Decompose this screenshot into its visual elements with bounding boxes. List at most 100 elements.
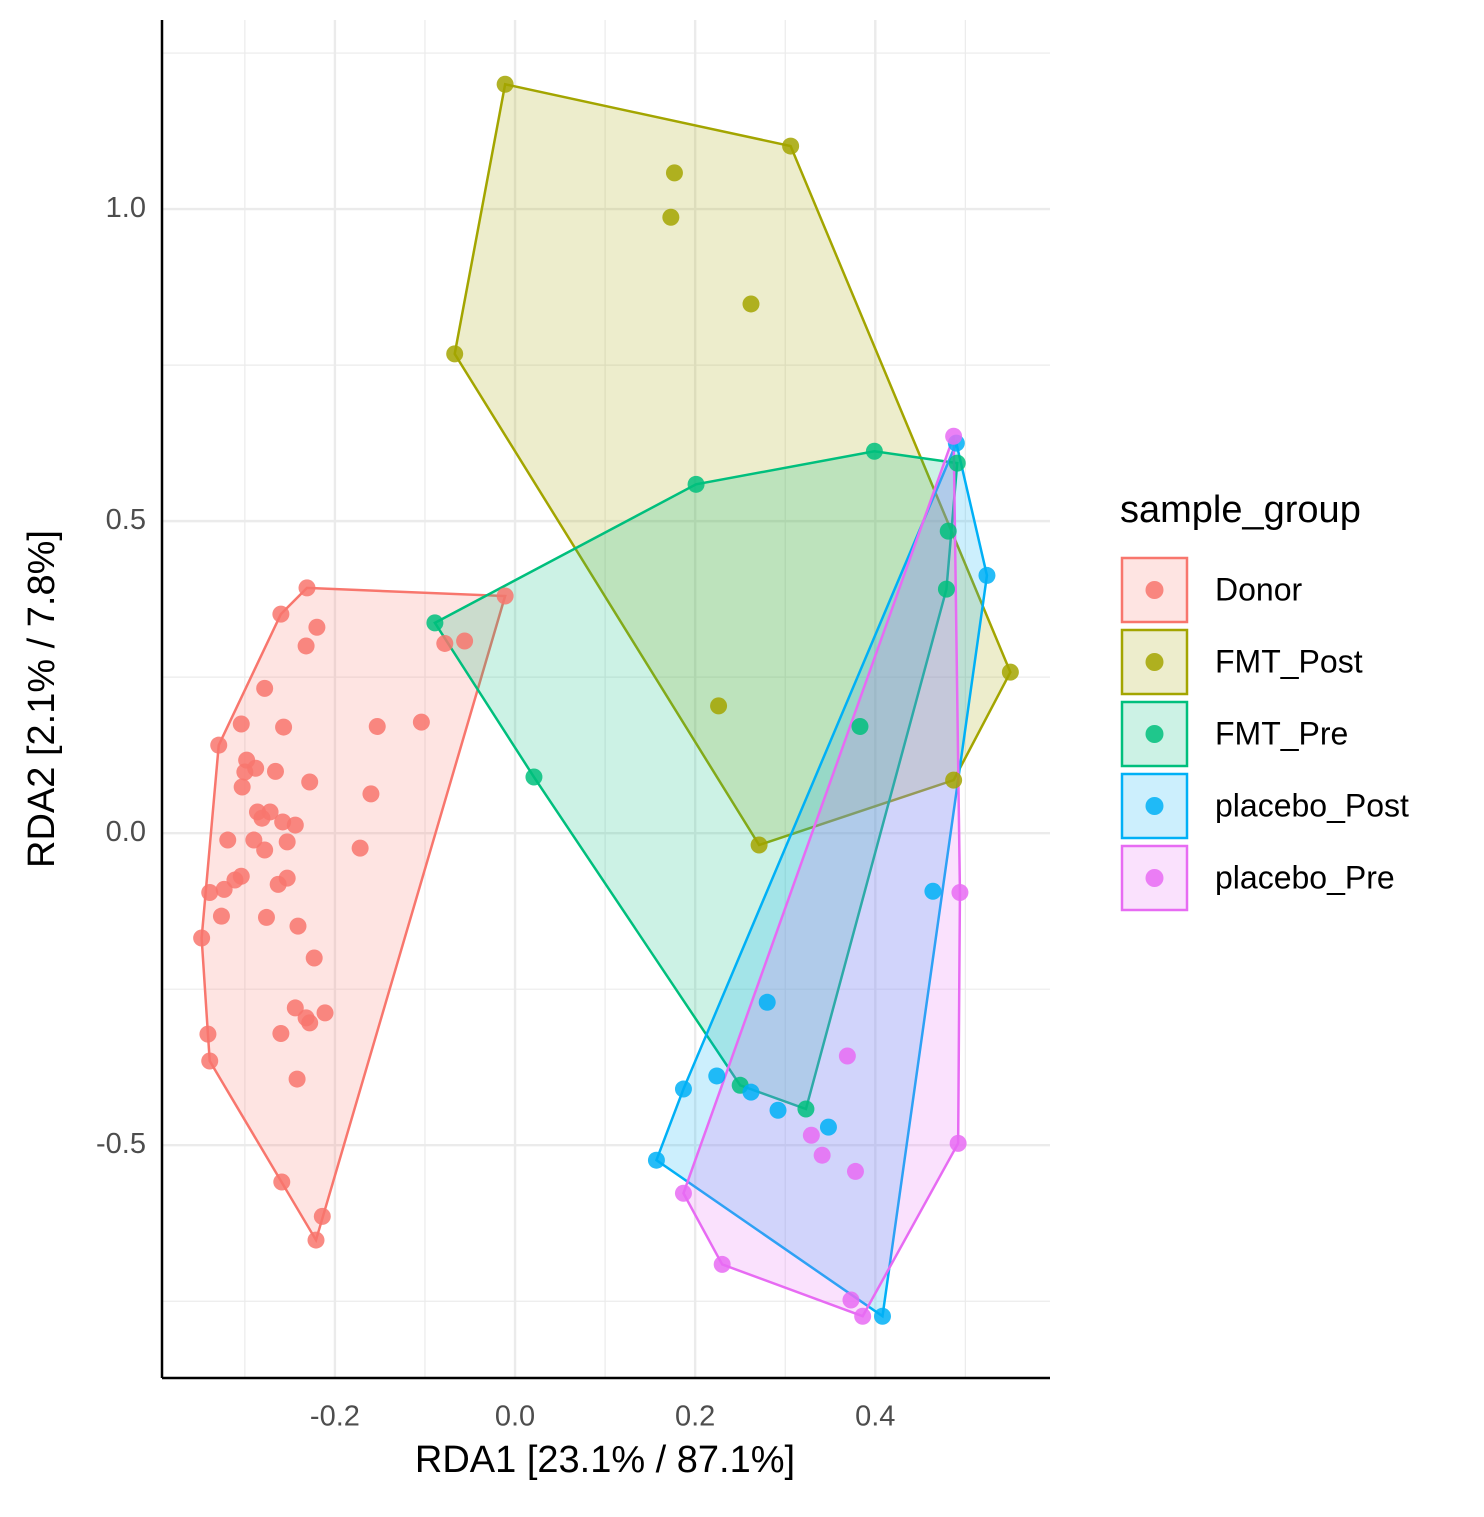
hull <box>654 439 989 1319</box>
point <box>297 637 315 655</box>
point <box>245 831 263 849</box>
point <box>193 929 211 947</box>
point <box>272 1025 290 1043</box>
legend-title: sample_group <box>1120 489 1361 531</box>
point <box>446 345 464 363</box>
y-tick-label: 0.5 <box>106 504 146 536</box>
point <box>313 1207 331 1225</box>
legend-marker <box>1145 581 1164 599</box>
point <box>256 841 274 859</box>
point <box>665 164 683 182</box>
point <box>253 809 271 827</box>
legend-label: placebo_Post <box>1215 787 1409 823</box>
point <box>802 1126 820 1144</box>
point <box>662 208 680 226</box>
point <box>233 778 251 796</box>
point <box>769 1101 787 1119</box>
point <box>212 907 230 925</box>
point <box>713 1255 731 1273</box>
point <box>758 993 776 1011</box>
point <box>865 442 883 460</box>
point <box>201 883 219 901</box>
point <box>851 717 869 735</box>
point <box>782 137 800 155</box>
point <box>496 587 514 605</box>
point <box>924 882 942 900</box>
y-axis-title: RDA2 [2.1% / 7.8%] <box>21 530 63 868</box>
legend-label: FMT_Pre <box>1215 715 1348 751</box>
point <box>426 614 444 632</box>
point <box>742 1083 760 1101</box>
legend-label: placebo_Pre <box>1215 859 1395 895</box>
point <box>978 566 996 584</box>
point <box>687 475 705 493</box>
point <box>838 1047 856 1065</box>
point <box>201 1052 219 1070</box>
point <box>797 1100 815 1118</box>
point <box>708 1067 726 1085</box>
legend-marker <box>1145 797 1164 815</box>
point <box>305 949 323 967</box>
legend-label: FMT_Post <box>1215 643 1363 679</box>
legend-marker <box>1145 869 1164 887</box>
hull <box>200 586 507 1244</box>
legend-label: Donor <box>1215 571 1303 607</box>
point <box>742 295 760 313</box>
legend-marker <box>1145 653 1164 671</box>
point <box>308 618 326 636</box>
point <box>939 522 957 540</box>
point <box>288 1070 306 1088</box>
point <box>945 427 963 445</box>
point <box>273 1173 291 1191</box>
point <box>272 605 290 623</box>
x-axis-title: RDA1 [23.1% / 87.1%] <box>415 1439 795 1481</box>
point <box>948 454 966 472</box>
point <box>710 697 728 715</box>
point <box>945 771 963 789</box>
point <box>301 1014 319 1032</box>
point <box>436 634 454 652</box>
point <box>873 1307 891 1325</box>
point <box>289 917 307 935</box>
x-tick-label: 0.2 <box>675 1401 715 1433</box>
point <box>351 839 369 857</box>
point <box>846 1162 864 1180</box>
point <box>286 816 304 834</box>
point <box>232 715 250 733</box>
point <box>256 679 274 697</box>
point <box>525 768 543 786</box>
x-tick-label: 0.4 <box>855 1401 895 1433</box>
point <box>298 579 316 597</box>
point <box>219 831 237 849</box>
point <box>199 1025 217 1043</box>
point <box>647 1151 665 1169</box>
point <box>456 632 474 650</box>
point <box>316 1004 334 1022</box>
point <box>215 880 233 898</box>
point <box>750 836 768 854</box>
point <box>412 713 430 731</box>
point <box>275 718 293 736</box>
point <box>286 999 304 1017</box>
point <box>269 875 287 893</box>
point <box>257 908 275 926</box>
x-tick-label: 0.0 <box>495 1401 535 1433</box>
point <box>674 1080 692 1098</box>
point <box>951 883 969 901</box>
y-tick-label: 1.0 <box>106 192 146 224</box>
point <box>210 736 228 754</box>
point <box>949 1134 967 1152</box>
legend-marker <box>1145 725 1164 743</box>
point <box>1001 663 1019 681</box>
point <box>842 1291 860 1309</box>
y-tick-label: -0.5 <box>96 1128 146 1160</box>
point <box>937 580 955 598</box>
point <box>496 75 514 93</box>
point <box>854 1307 872 1325</box>
point <box>301 773 319 791</box>
point <box>813 1146 831 1164</box>
point <box>368 717 386 735</box>
x-tick-label: -0.2 <box>310 1401 360 1433</box>
point <box>819 1118 837 1136</box>
